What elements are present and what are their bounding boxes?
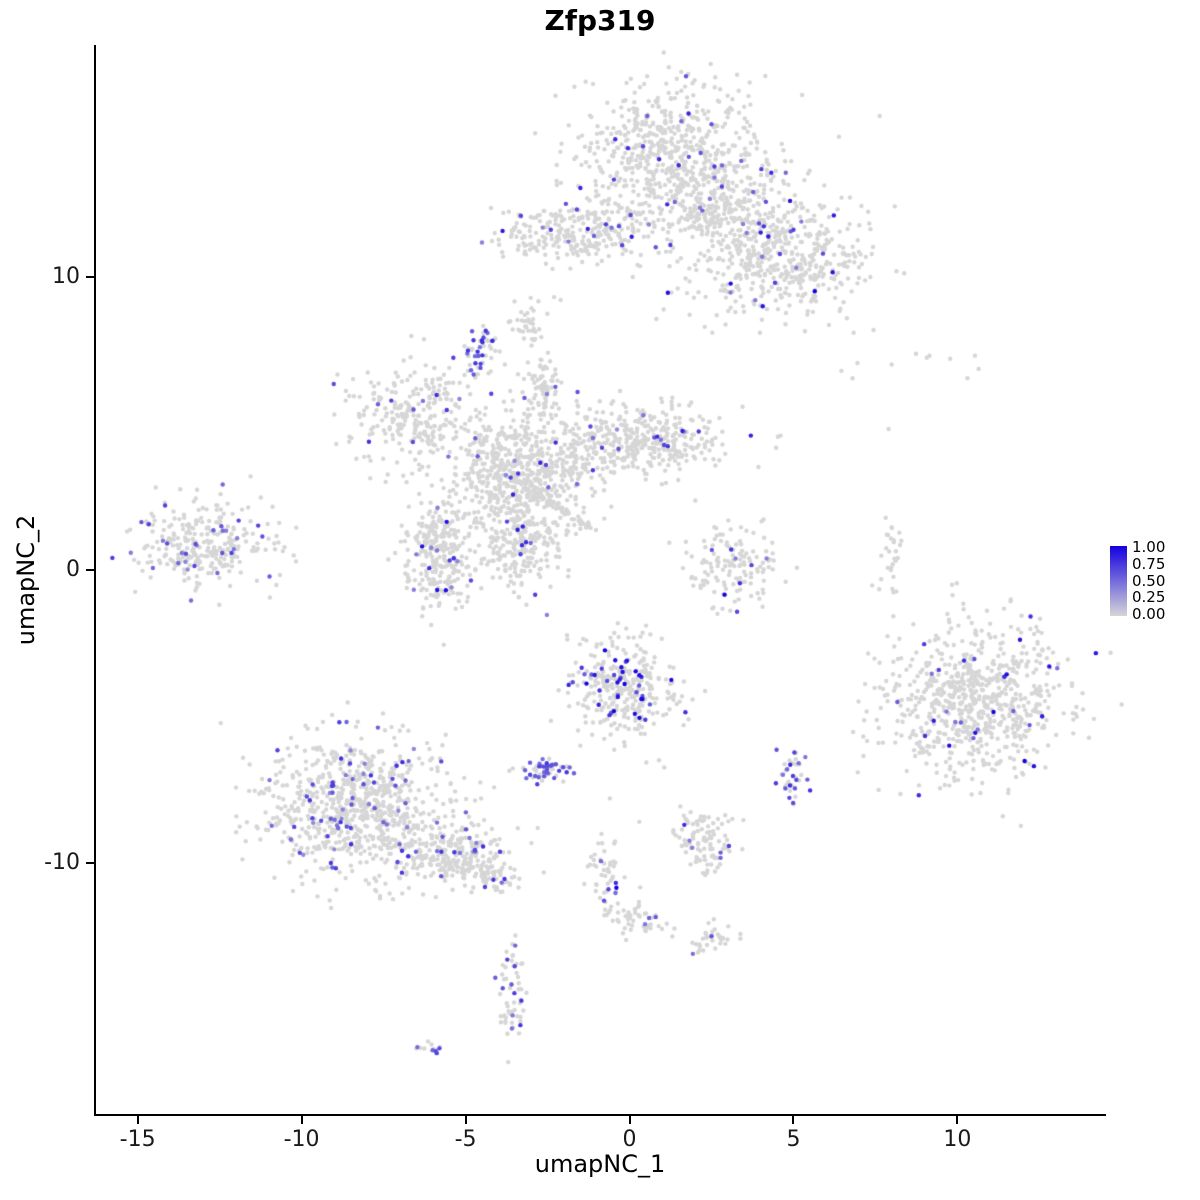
- y-tick-label: 10: [52, 263, 80, 289]
- x-tick-label: -10: [283, 1127, 320, 1152]
- legend-label: 0.00: [1132, 605, 1166, 623]
- x-tick: [300, 1115, 303, 1124]
- y-axis-label: umapNC_2: [12, 514, 40, 646]
- x-tick: [792, 1115, 795, 1124]
- x-axis-label: umapNC_1: [534, 1150, 666, 1178]
- x-axis-line: [95, 1114, 1106, 1116]
- legend-label: 0.75: [1132, 554, 1166, 573]
- y-tick-label: 0: [66, 556, 80, 582]
- x-tick-label: 10: [943, 1127, 972, 1152]
- legend-label: 1.00: [1132, 538, 1166, 556]
- colorbar-gradient: [1110, 546, 1127, 616]
- x-tick: [464, 1115, 467, 1124]
- y-axis-line: [94, 45, 96, 1116]
- legend-label: 0.50: [1132, 571, 1166, 590]
- colorbar-labels: 1.00 0.75 0.50 0.25 0.00: [1132, 540, 1165, 622]
- x-tick: [628, 1115, 631, 1124]
- y-tick: [86, 861, 95, 864]
- x-tick: [136, 1115, 139, 1124]
- x-tick-label: -5: [454, 1127, 477, 1152]
- x-tick: [956, 1115, 959, 1124]
- plot-title: Zfp319: [544, 4, 656, 37]
- x-tick-label: 5: [786, 1127, 801, 1152]
- x-tick-label: 0: [622, 1127, 637, 1152]
- y-tick-label: -10: [44, 849, 80, 875]
- y-tick: [86, 275, 95, 278]
- x-tick-label: -15: [119, 1127, 156, 1152]
- legend-label: 0.25: [1132, 588, 1166, 607]
- y-tick: [86, 568, 95, 571]
